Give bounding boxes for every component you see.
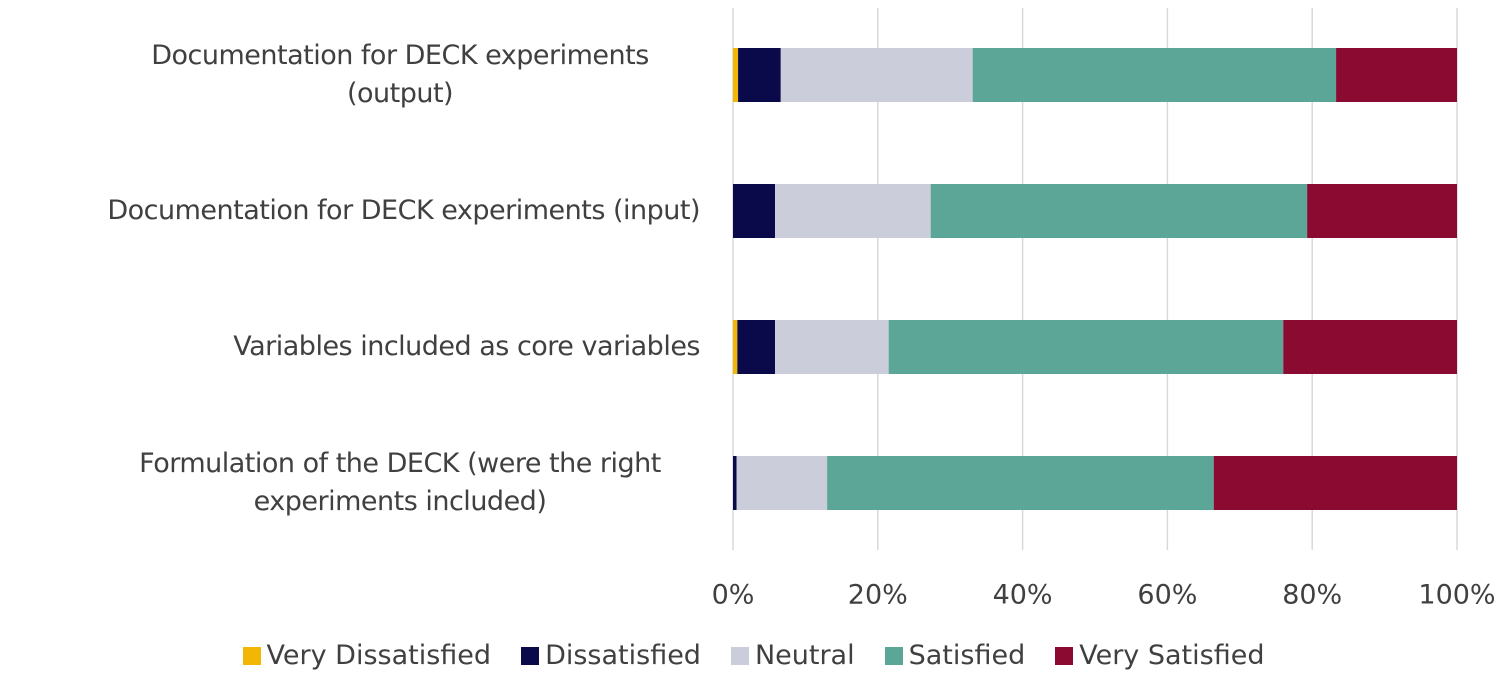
x-tick-label: 60% [1137, 580, 1197, 611]
bar-segment [733, 320, 738, 374]
x-tick-label: 40% [993, 580, 1053, 611]
category-label: Documentation for DECK experiments (inpu… [107, 195, 700, 226]
bar-segment [733, 184, 775, 238]
legend-item: Satisfied [884, 640, 1026, 671]
bar-segment [738, 48, 781, 102]
x-tick-label: 80% [1282, 580, 1342, 611]
bar-segment [888, 320, 1284, 374]
bar-segment [774, 184, 931, 238]
legend-item: Very Dissatisfied [242, 640, 492, 671]
bar-segment [733, 48, 739, 102]
legend-label: Satisfied [908, 640, 1026, 671]
legend-swatch [730, 646, 749, 665]
legend-swatch [884, 646, 903, 665]
bar-segment [1213, 456, 1457, 510]
bar-segment [733, 456, 737, 510]
legend-swatch [1055, 646, 1074, 665]
bar-segment [736, 456, 828, 510]
bar-segment [827, 456, 1214, 510]
x-tick-label: 0% [712, 580, 755, 611]
x-tick-label: 100% [1418, 580, 1495, 611]
category-label: Documentation for DECK experiments (outp… [151, 40, 649, 109]
legend-label: Very Dissatisfied [266, 640, 492, 671]
legend-label: Dissatisfied [545, 640, 701, 671]
category-label: Formulation of the DECK (were the right … [139, 448, 661, 517]
bar-segment [1336, 48, 1457, 102]
legend-item: Neutral [730, 640, 855, 671]
legend-item: Very Satisfied [1055, 640, 1264, 671]
legend-swatch [521, 646, 540, 665]
legend: Very Dissatisfied Dissatisfied Neutral Sati… [0, 640, 1507, 671]
bar-segment [930, 184, 1308, 238]
x-tick-label: 20% [848, 580, 908, 611]
bar-segment [774, 320, 889, 374]
legend-label: Neutral [754, 640, 855, 671]
bar-segment [1283, 320, 1457, 374]
bar-segment [737, 320, 775, 374]
category-label: Variables included as core variables [233, 331, 700, 362]
bar-segment [1307, 184, 1457, 238]
bar-segment [972, 48, 1337, 102]
legend-swatch [242, 646, 261, 665]
bar-segment [780, 48, 973, 102]
legend-label: Very Satisfied [1079, 640, 1265, 671]
legend-item: Dissatisfied [521, 640, 701, 671]
